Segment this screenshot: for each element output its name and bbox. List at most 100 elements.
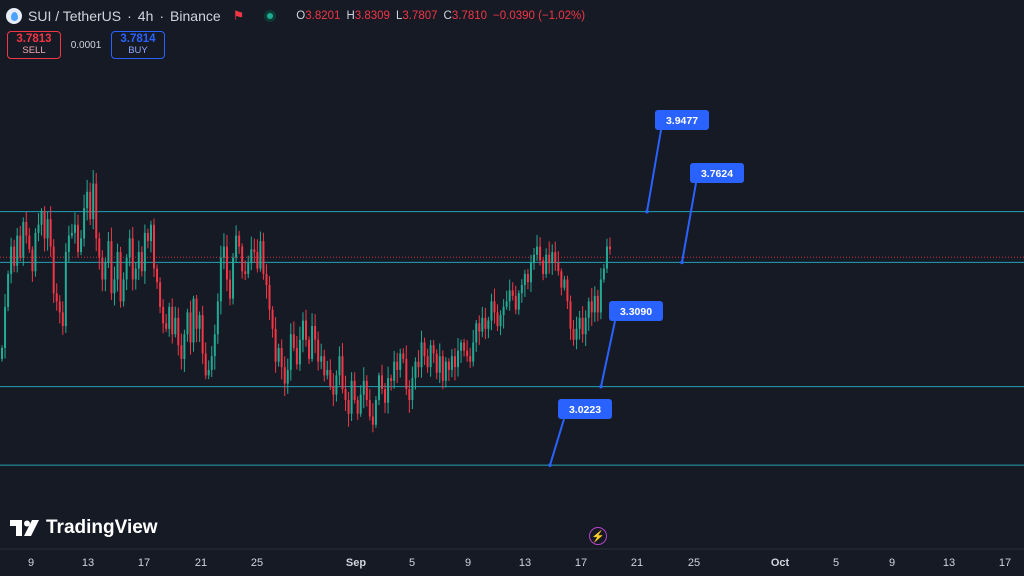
candle-body [384, 389, 387, 403]
candle-body [250, 249, 253, 264]
candle-body [587, 301, 590, 318]
sui-logo-icon [6, 8, 22, 24]
candle-body [244, 271, 247, 274]
x-tick-label: 9 [889, 557, 895, 569]
candle-body [335, 375, 338, 395]
level-callout: 3.3090 [599, 301, 663, 389]
candle-body [271, 309, 274, 329]
candle-body [599, 279, 602, 313]
candle-body [216, 301, 219, 335]
candle-body [83, 208, 86, 239]
candle-body [77, 224, 79, 253]
candle-body [511, 290, 514, 296]
candle-body [201, 315, 204, 354]
candle-body [286, 369, 289, 384]
candle-body [466, 350, 469, 357]
x-axis: 9 13 17 21 25 Sep 5 9 13 17 21 25 Oct 5 9 13 17 [0, 548, 1024, 569]
candle-body [402, 353, 405, 359]
candle-body [514, 295, 517, 310]
candle-body [104, 263, 107, 280]
candle-body [137, 252, 140, 269]
candle-body [536, 246, 539, 255]
candle-body [435, 353, 438, 373]
buy-button[interactable]: 3.7814 BUY [111, 31, 165, 59]
callout-box [609, 301, 663, 321]
separator: · [127, 8, 132, 24]
x-tick-label: Sep [346, 557, 366, 569]
level-callout: 3.9477 [645, 110, 709, 214]
candle-body [1, 347, 3, 359]
candle-body [314, 326, 317, 340]
candle-body [55, 293, 58, 302]
sell-label: SELL [22, 45, 46, 56]
high-label: H [346, 10, 355, 22]
logo-text: TradingView [46, 517, 158, 538]
candle-body [192, 298, 195, 343]
candle-body [572, 328, 575, 340]
candle-body [408, 389, 411, 401]
lightning-icon[interactable]: ⚡ [589, 527, 607, 545]
candle-body [110, 241, 113, 294]
candle-body [551, 252, 554, 264]
candle-body [292, 334, 295, 348]
candle-body [569, 301, 572, 329]
candle-body [362, 380, 365, 395]
candle-body [113, 279, 116, 294]
candle-body [453, 356, 456, 368]
candle-body [25, 221, 28, 236]
candle-body [210, 356, 213, 370]
x-tick-label: 13 [519, 557, 531, 569]
candle-body [329, 369, 332, 387]
candle-body [499, 315, 502, 327]
candle-body [350, 380, 353, 414]
candle-body [183, 334, 186, 359]
symbol-name[interactable]: SUI / TetherUS [28, 8, 122, 24]
candle-body [566, 279, 569, 302]
candle-body [393, 361, 396, 381]
candle-body [58, 301, 61, 313]
candle-body [308, 339, 311, 359]
candle-body [548, 254, 551, 264]
candle-body [168, 306, 171, 329]
candle-body [22, 221, 25, 258]
candle-body [423, 342, 426, 357]
candle-body [484, 317, 487, 329]
sell-button[interactable]: 3.7813 SELL [7, 31, 61, 59]
candle-body [101, 257, 104, 280]
candle-body [508, 290, 511, 302]
exchange: Binance [170, 8, 221, 24]
candle-body [143, 232, 146, 272]
candle-body [414, 361, 417, 379]
ohlc-values: O3.8201 H3.8309 L3.7807 C3.7810 −0.0390 … [296, 10, 585, 22]
candle-body [542, 260, 545, 274]
candle-body [92, 183, 95, 220]
candle-body [405, 358, 408, 390]
candle-body [229, 279, 231, 299]
candle-body [235, 235, 238, 258]
callout-label: 3.3090 [620, 306, 652, 318]
candle-body [593, 295, 596, 313]
candle-body [487, 320, 490, 329]
callout-label: 3.9477 [666, 115, 698, 127]
candle-body [186, 312, 189, 335]
interval[interactable]: 4h [137, 8, 154, 24]
x-tick-label: 25 [688, 557, 700, 569]
sell-price: 3.7813 [16, 33, 52, 45]
candle-body [265, 274, 268, 285]
candle-body [174, 317, 177, 335]
candle-body [73, 224, 76, 233]
tradingview-logo[interactable]: TradingView [10, 517, 158, 539]
candle-body [238, 235, 241, 247]
chart-header: SUI / TetherUS · 4h · Binance ⚑ O3.8201 … [6, 5, 585, 27]
open-value: 3.8201 [305, 10, 341, 22]
candle-body [122, 279, 125, 302]
flag-icon[interactable]: ⚑ [232, 8, 245, 23]
x-tick-label: 13 [943, 557, 955, 569]
candle-body [417, 361, 420, 368]
x-tick-label: 9 [465, 557, 471, 569]
candle-body [31, 249, 34, 272]
candle-body [37, 224, 40, 233]
change-value: −0.0390 (−1.02%) [493, 10, 586, 22]
candle-body [481, 317, 484, 332]
